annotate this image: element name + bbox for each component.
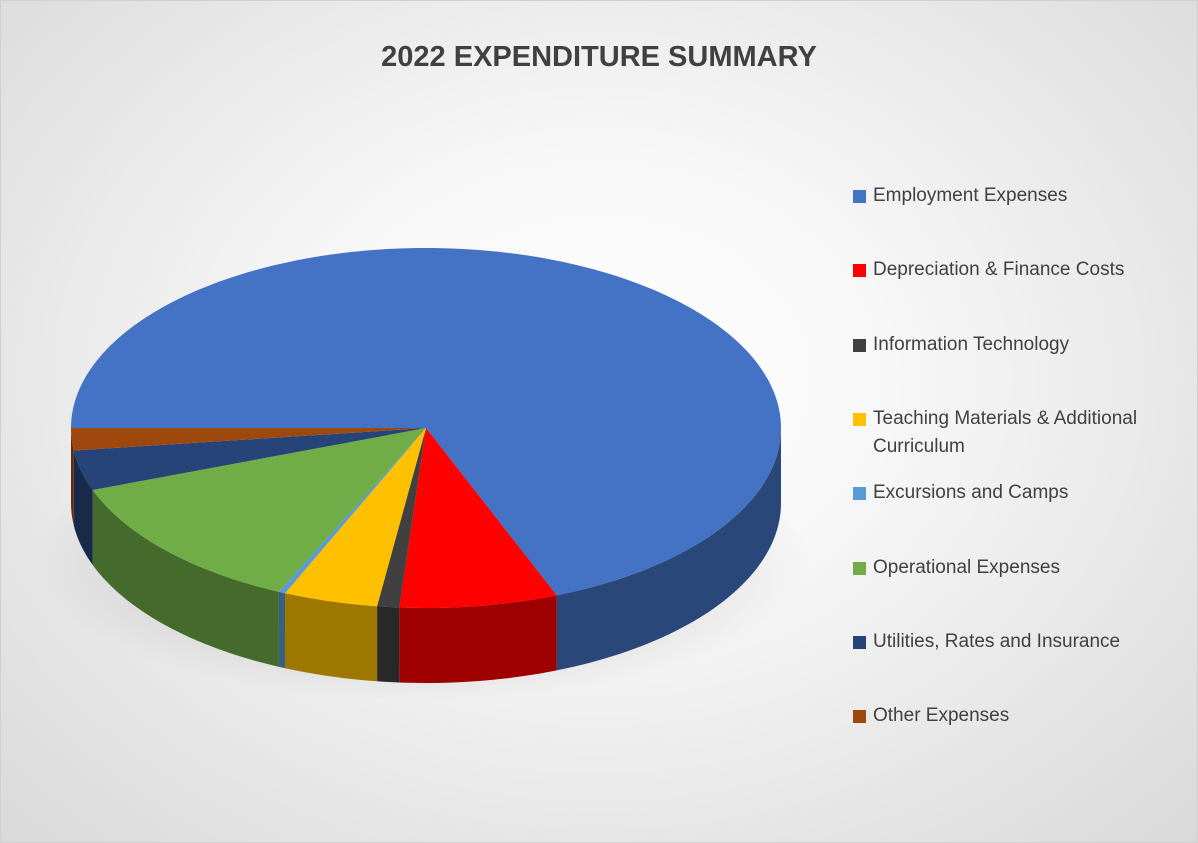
slice [285,428,426,607]
legend-swatch [853,561,866,575]
slice [399,428,557,608]
legend-swatch [853,190,866,203]
legend-label: Other Expenses [873,705,1010,727]
slice [92,428,426,592]
chart-title: 2022 EXPENDITURE SUMMARY [381,41,817,73]
legend-swatch [853,487,866,501]
slice-side [556,428,781,671]
legend-item: Employment Expenses [853,182,1198,210]
slice-side [377,606,400,683]
slice-side [71,428,74,526]
legend-swatch [853,635,866,649]
slice [71,248,781,596]
legend-swatch [853,264,866,278]
legend-swatch [853,338,866,352]
slice-side [92,490,279,667]
legend-label: Excursions and Camps [873,482,1069,504]
legend-item: Utilities, Rates and Insurance [853,628,1198,656]
legend-label: Utilities, Rates and Insurance [873,630,1121,652]
slice [71,428,426,451]
legend-item: Other Expenses [853,702,1198,730]
legend-item: Depreciation & Finance Costs [853,256,1198,284]
slice [377,428,426,608]
legend-label: Depreciation & Finance Costs [873,259,1125,281]
legend-item: Information Technology [853,331,1198,359]
legend-item: Teaching Materials & Additional Curricul… [853,405,1198,461]
legend-swatch [853,412,866,426]
legend-label: Employment Expenses [873,185,1068,206]
legend-label: Teaching Materials & Additional Curricul… [873,407,1138,457]
slice [278,428,426,594]
legend-label: Operational Expenses [873,556,1060,578]
legend-item: Excursions and Camps [853,479,1198,507]
slice [73,428,426,491]
slice-side [73,450,93,566]
legend-swatch [853,710,866,724]
legend-label: Information Technology [873,333,1070,355]
legend-item: Operational Expenses [853,554,1198,582]
slice-side [278,591,286,669]
slice-side [285,593,378,682]
slice-side [399,595,557,683]
